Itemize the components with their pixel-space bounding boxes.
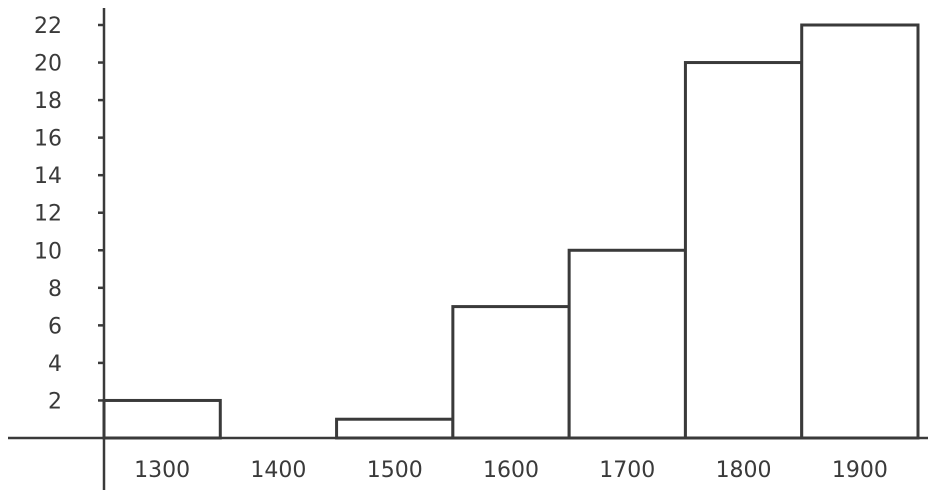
bar-1600 bbox=[451, 305, 571, 440]
x-tick-label: 1400 bbox=[250, 458, 306, 483]
y-tick-label: 6 bbox=[48, 314, 62, 339]
bar-1300 bbox=[102, 398, 222, 440]
y-tick-label: 10 bbox=[34, 239, 62, 264]
y-tick-label: 20 bbox=[34, 52, 62, 77]
bar-1900 bbox=[800, 23, 920, 440]
y-tick-label: 22 bbox=[34, 14, 62, 39]
y-tick-label: 8 bbox=[48, 277, 62, 302]
bar-1500 bbox=[335, 417, 455, 440]
y-tick-label: 2 bbox=[48, 389, 62, 414]
x-tick-label: 1500 bbox=[367, 458, 423, 483]
x-tick-label: 1800 bbox=[716, 458, 772, 483]
y-tick-label: 14 bbox=[34, 164, 62, 189]
y-tick-label: 18 bbox=[34, 89, 62, 114]
y-tick-labels: 2 4 6 8 10 12 14 16 18 20 22 bbox=[34, 14, 104, 414]
x-tick-labels: 1300 1400 1500 1600 1700 1800 1900 bbox=[134, 458, 888, 483]
bars-group bbox=[102, 23, 920, 440]
y-tick-label: 4 bbox=[48, 352, 62, 377]
y-tick-label: 12 bbox=[34, 202, 62, 227]
x-tick-label: 1300 bbox=[134, 458, 190, 483]
bar-1800 bbox=[683, 61, 804, 440]
bar-1700 bbox=[567, 248, 687, 440]
x-tick-label: 1900 bbox=[832, 458, 888, 483]
x-tick-label: 1700 bbox=[599, 458, 655, 483]
y-tick-label: 16 bbox=[34, 127, 62, 152]
x-tick-label: 1600 bbox=[483, 458, 539, 483]
